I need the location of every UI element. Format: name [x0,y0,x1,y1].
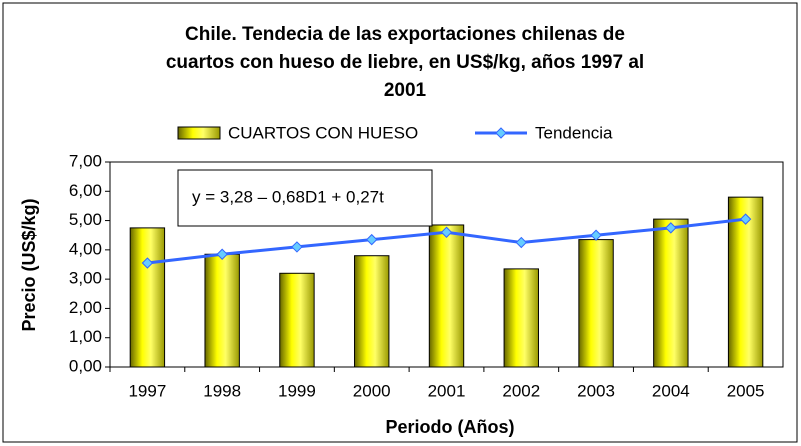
trend-marker [665,222,677,234]
trend-marker [739,213,752,225]
x-tick-label: 2002 [502,381,540,400]
y-tick-label: 6,00 [69,181,102,200]
y-tick-label: 1,00 [69,327,102,346]
annotation-box [177,169,433,227]
chart-title: cuartos con hueso de liebre, en US$/kg, … [166,52,644,73]
legend-label: CUARTOS CON HUESO [228,123,418,142]
x-axis-title: Periodo (Años) [386,417,515,437]
legend-swatch [177,126,221,140]
bar [428,224,465,368]
legend-swatch [495,127,507,139]
x-tick-label: 1999 [278,381,316,400]
y-tick-label: 4,00 [69,239,102,258]
trend-marker [141,257,154,269]
y-tick-label: 3,00 [69,269,102,288]
y-tick-label: 7,00 [69,151,102,170]
y-axis-title: Precio (US$/kg) [19,198,39,331]
bar [727,196,764,368]
y-tick-label: 5,00 [69,210,102,229]
annotation: y = 3,28 – 0,68D1 + 0,27t [192,187,384,206]
x-tick-label: 1997 [128,381,166,400]
trend-marker [216,248,228,260]
bar [578,239,614,368]
x-tick-label: 2000 [353,381,391,400]
x-tick-label: 2001 [428,381,466,400]
chart-title: Chile. Tendecia de las exportaciones chi… [185,24,625,45]
legend-label: Tendencia [535,123,613,142]
bar [503,268,539,368]
trend-marker [366,233,378,246]
bar [279,272,315,368]
bar [204,253,240,368]
y-tick-label: 2,00 [69,298,102,317]
bar [354,255,390,368]
trend-marker [291,241,303,253]
chart-title: 2001 [384,80,427,101]
x-tick-label: 2003 [577,381,615,400]
trend-marker [590,229,602,241]
x-tick-label: 2005 [727,381,765,400]
trend-marker [515,236,527,249]
x-tick-label: 2004 [652,381,690,400]
bar [653,218,689,368]
y-tick-label: 0,00 [69,356,102,375]
x-tick-label: 1998 [203,381,241,400]
trend-marker [440,226,453,238]
bar [129,227,166,368]
